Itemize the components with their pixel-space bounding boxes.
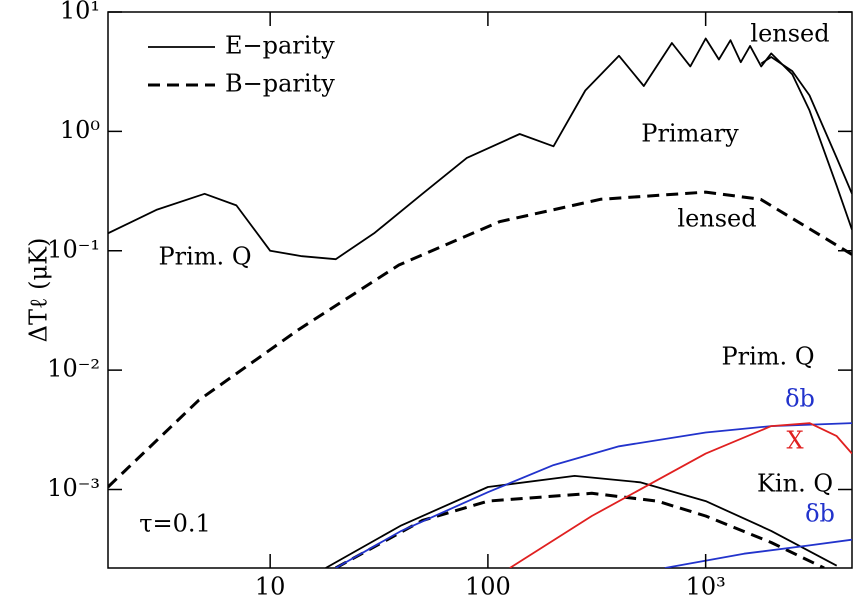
annotation: τ=0.1 (139, 510, 211, 538)
curve (760, 56, 852, 195)
x-tick-label: 10 (255, 573, 286, 600)
legend-label: E−parity (225, 32, 335, 60)
x-tick-label: 100 (465, 573, 511, 600)
y-axis-label: ΔTℓ (μK) (25, 238, 53, 343)
annotation: Prim. Q (159, 243, 252, 271)
x-tick-label: 10³ (686, 573, 726, 600)
annotation: Kin. Q (757, 470, 833, 498)
annotation: Primary (641, 120, 739, 148)
annotation: δb (785, 385, 815, 413)
plot-frame (107, 11, 853, 569)
curve (335, 422, 852, 568)
annotation: δb (805, 500, 835, 528)
y-tick-label: 10⁻³ (47, 474, 100, 502)
curve (664, 538, 852, 568)
curve (334, 491, 825, 568)
annotation: lensed (677, 205, 756, 233)
y-tick-label: 10⁻¹ (47, 235, 100, 263)
y-tick-label: 10⁰ (60, 116, 100, 144)
curve (509, 422, 852, 568)
y-tick-label: 10⁻² (47, 355, 100, 383)
annotation: X (786, 427, 803, 455)
legend-label: B−parity (225, 70, 335, 98)
curve (108, 190, 852, 489)
curves (108, 37, 852, 568)
curve (325, 475, 838, 568)
annotation: lensed (750, 20, 829, 48)
annotation: Prim. Q (722, 343, 815, 371)
y-tick-label: 10¹ (60, 0, 100, 25)
